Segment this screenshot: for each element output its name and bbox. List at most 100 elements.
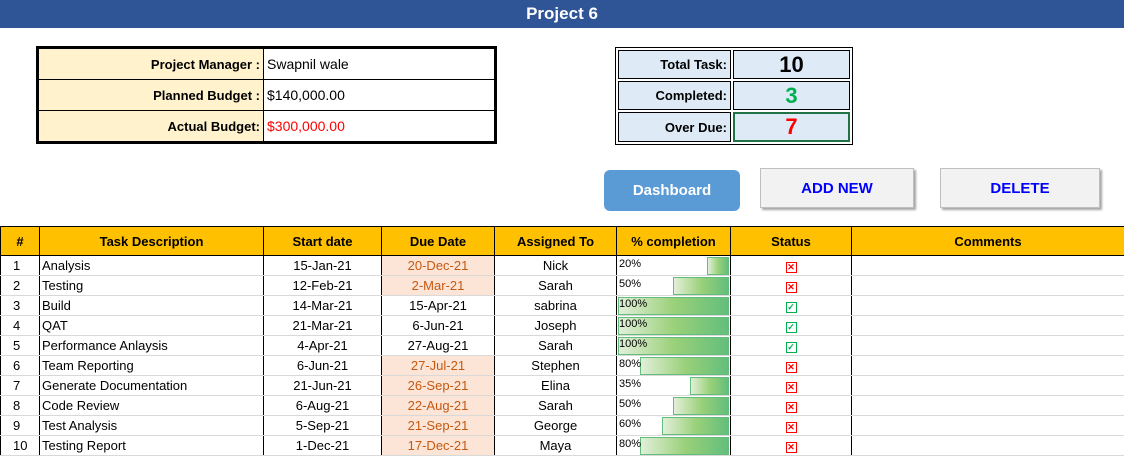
task-assigned-to[interactable]: Sarah	[494, 395, 617, 416]
task-number[interactable]: 3	[0, 295, 40, 316]
task-start-date[interactable]: 21-Jun-21	[263, 375, 382, 396]
table-row[interactable]: 2 Testing 12-Feb-21 2-Mar-21 Sarah 50% ✕	[0, 275, 1124, 296]
column-header-completion[interactable]: % completion	[616, 226, 731, 256]
task-description[interactable]: Testing Report	[39, 435, 264, 456]
table-row[interactable]: 3 Build 14-Mar-21 15-Apr-21 sabrina 100% ✓	[0, 295, 1124, 316]
completed-value[interactable]: 3	[733, 81, 850, 110]
task-due-date[interactable]: 27-Jul-21	[381, 355, 495, 376]
task-completion[interactable]: 100%	[616, 335, 731, 356]
task-description[interactable]: QAT	[39, 315, 264, 336]
task-comments[interactable]	[851, 375, 1124, 396]
table-row[interactable]: 10 Testing Report 1-Dec-21 17-Dec-21 Maya 80%…	[0, 435, 1124, 456]
task-status[interactable]: ✕	[730, 395, 852, 416]
task-status[interactable]: ✕	[730, 415, 852, 436]
task-status[interactable]: ✓	[730, 295, 852, 316]
table-row[interactable]: 7 Generate Documentation 21-Jun-21 26-Sep-2…	[0, 375, 1124, 396]
task-comments[interactable]	[851, 415, 1124, 436]
task-comments[interactable]	[851, 255, 1124, 276]
task-description[interactable]: Team Reporting	[39, 355, 264, 376]
task-start-date[interactable]: 12-Feb-21	[263, 275, 382, 296]
actual-budget-value[interactable]: $300,000.00	[263, 110, 495, 142]
task-status[interactable]: ✓	[730, 315, 852, 336]
task-due-date[interactable]: 26-Sep-21	[381, 375, 495, 396]
column-header-due-date[interactable]: Due Date	[381, 226, 495, 256]
task-comments[interactable]	[851, 395, 1124, 416]
column-header-start-date[interactable]: Start date	[263, 226, 382, 256]
task-assigned-to[interactable]: Sarah	[494, 335, 617, 356]
task-comments[interactable]	[851, 435, 1124, 456]
task-completion[interactable]: 35%	[616, 375, 731, 396]
task-number[interactable]: 1	[0, 255, 40, 276]
task-completion[interactable]: 100%	[616, 315, 731, 336]
task-description[interactable]: Generate Documentation	[39, 375, 264, 396]
table-row[interactable]: 9 Test Analysis 5-Sep-21 21-Sep-21 George 60%…	[0, 415, 1124, 436]
task-completion[interactable]: 80%	[616, 435, 731, 456]
task-comments[interactable]	[851, 335, 1124, 356]
task-status[interactable]: ✕	[730, 255, 852, 276]
task-completion[interactable]: 80%	[616, 355, 731, 376]
task-start-date[interactable]: 21-Mar-21	[263, 315, 382, 336]
column-header-status[interactable]: Status	[730, 226, 852, 256]
task-status[interactable]: ✕	[730, 275, 852, 296]
project-manager-value[interactable]: Swapnil wale	[263, 48, 495, 80]
task-comments[interactable]	[851, 315, 1124, 336]
task-description[interactable]: Code Review	[39, 395, 264, 416]
table-row[interactable]: 1 Analysis 15-Jan-21 20-Dec-21 Nick 20% ✕	[0, 255, 1124, 276]
task-due-date[interactable]: 2-Mar-21	[381, 275, 495, 296]
task-assigned-to[interactable]: sabrina	[494, 295, 617, 316]
column-header-task-description[interactable]: Task Description	[39, 226, 264, 256]
task-number[interactable]: 4	[0, 315, 40, 336]
task-due-date[interactable]: 20-Dec-21	[381, 255, 495, 276]
task-due-date[interactable]: 17-Dec-21	[381, 435, 495, 456]
task-start-date[interactable]: 1-Dec-21	[263, 435, 382, 456]
task-number[interactable]: 2	[0, 275, 40, 296]
total-task-value[interactable]: 10	[733, 50, 850, 79]
task-number[interactable]: 6	[0, 355, 40, 376]
task-status[interactable]: ✕	[730, 435, 852, 456]
task-assigned-to[interactable]: George	[494, 415, 617, 436]
column-header-number[interactable]: #	[0, 226, 40, 256]
task-due-date[interactable]: 6-Jun-21	[381, 315, 495, 336]
overdue-value[interactable]: 7	[733, 112, 850, 142]
task-start-date[interactable]: 15-Jan-21	[263, 255, 382, 276]
task-description[interactable]: Testing	[39, 275, 264, 296]
table-row[interactable]: 6 Team Reporting 6-Jun-21 27-Jul-21 Stephen 8…	[0, 355, 1124, 376]
task-assigned-to[interactable]: Joseph	[494, 315, 617, 336]
task-status[interactable]: ✕	[730, 355, 852, 376]
task-description[interactable]: Performance Anlaysis	[39, 335, 264, 356]
add-new-button[interactable]: ADD NEW	[760, 168, 914, 208]
task-assigned-to[interactable]: Sarah	[494, 275, 617, 296]
task-description[interactable]: Test Analysis	[39, 415, 264, 436]
column-header-assigned-to[interactable]: Assigned To	[494, 226, 617, 256]
task-start-date[interactable]: 6-Jun-21	[263, 355, 382, 376]
table-row[interactable]: 5 Performance Anlaysis 4-Apr-21 27-Aug-21 Sa…	[0, 335, 1124, 356]
task-completion[interactable]: 20%	[616, 255, 731, 276]
task-number[interactable]: 10	[0, 435, 40, 456]
task-due-date[interactable]: 21-Sep-21	[381, 415, 495, 436]
task-number[interactable]: 8	[0, 395, 40, 416]
planned-budget-value[interactable]: $140,000.00	[263, 79, 495, 111]
task-due-date[interactable]: 15-Apr-21	[381, 295, 495, 316]
task-comments[interactable]	[851, 275, 1124, 296]
task-assigned-to[interactable]: Nick	[494, 255, 617, 276]
delete-button[interactable]: DELETE	[940, 168, 1100, 208]
task-number[interactable]: 5	[0, 335, 40, 356]
task-number[interactable]: 7	[0, 375, 40, 396]
task-completion[interactable]: 100%	[616, 295, 731, 316]
task-comments[interactable]	[851, 295, 1124, 316]
task-due-date[interactable]: 22-Aug-21	[381, 395, 495, 416]
column-header-comments[interactable]: Comments	[851, 226, 1124, 256]
dashboard-button[interactable]: Dashboard	[604, 170, 740, 211]
task-description[interactable]: Analysis	[39, 255, 264, 276]
task-assigned-to[interactable]: Elina	[494, 375, 617, 396]
task-status[interactable]: ✕	[730, 375, 852, 396]
task-completion[interactable]: 50%	[616, 275, 731, 296]
task-assigned-to[interactable]: Maya	[494, 435, 617, 456]
table-row[interactable]: 4 QAT 21-Mar-21 6-Jun-21 Joseph 100% ✓	[0, 315, 1124, 336]
task-status[interactable]: ✓	[730, 335, 852, 356]
task-due-date[interactable]: 27-Aug-21	[381, 335, 495, 356]
task-completion[interactable]: 60%	[616, 415, 731, 436]
table-row[interactable]: 8 Code Review 6-Aug-21 22-Aug-21 Sarah 50% ✕	[0, 395, 1124, 416]
task-start-date[interactable]: 6-Aug-21	[263, 395, 382, 416]
task-start-date[interactable]: 5-Sep-21	[263, 415, 382, 436]
